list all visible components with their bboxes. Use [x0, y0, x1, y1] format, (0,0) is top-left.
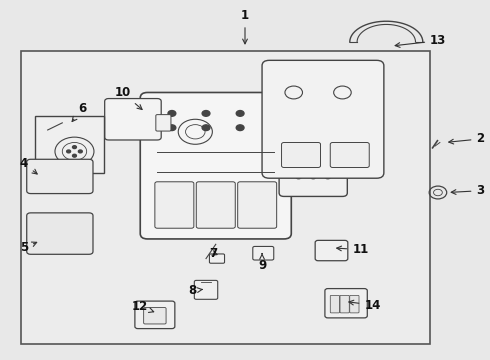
FancyBboxPatch shape	[135, 301, 175, 329]
Circle shape	[168, 111, 176, 116]
FancyBboxPatch shape	[330, 143, 369, 167]
Text: 7: 7	[209, 247, 218, 260]
Circle shape	[236, 125, 244, 131]
FancyBboxPatch shape	[196, 182, 235, 228]
Text: 5: 5	[20, 241, 37, 255]
FancyBboxPatch shape	[21, 51, 430, 344]
FancyBboxPatch shape	[27, 159, 93, 194]
Circle shape	[168, 125, 176, 131]
Text: 6: 6	[72, 102, 87, 122]
FancyBboxPatch shape	[315, 240, 348, 261]
Circle shape	[310, 175, 316, 179]
FancyBboxPatch shape	[27, 213, 93, 254]
FancyBboxPatch shape	[282, 143, 320, 167]
Text: 11: 11	[337, 243, 368, 256]
FancyBboxPatch shape	[140, 93, 291, 239]
Circle shape	[73, 146, 76, 149]
Circle shape	[202, 125, 210, 131]
FancyBboxPatch shape	[155, 182, 194, 228]
FancyBboxPatch shape	[105, 99, 161, 140]
FancyBboxPatch shape	[144, 307, 166, 324]
FancyBboxPatch shape	[195, 280, 218, 299]
Text: 2: 2	[449, 132, 485, 145]
FancyBboxPatch shape	[325, 289, 368, 318]
FancyBboxPatch shape	[262, 60, 384, 178]
FancyBboxPatch shape	[35, 116, 104, 173]
FancyBboxPatch shape	[330, 296, 340, 313]
Text: 8: 8	[188, 284, 202, 297]
Circle shape	[325, 175, 331, 179]
Circle shape	[236, 111, 244, 116]
Circle shape	[295, 175, 301, 179]
Text: 4: 4	[20, 157, 37, 174]
Circle shape	[202, 111, 210, 116]
Text: 9: 9	[258, 254, 266, 272]
FancyBboxPatch shape	[238, 182, 277, 228]
FancyBboxPatch shape	[279, 114, 347, 197]
Text: 13: 13	[395, 34, 446, 48]
Text: 10: 10	[114, 86, 142, 109]
Circle shape	[78, 150, 82, 153]
Text: 3: 3	[451, 184, 485, 197]
Text: 14: 14	[349, 298, 381, 311]
Text: 1: 1	[241, 9, 249, 44]
FancyBboxPatch shape	[253, 247, 274, 260]
Text: 12: 12	[131, 300, 154, 313]
FancyBboxPatch shape	[350, 296, 359, 313]
FancyBboxPatch shape	[156, 114, 171, 131]
Circle shape	[73, 154, 76, 157]
Circle shape	[67, 150, 71, 153]
FancyBboxPatch shape	[209, 254, 224, 263]
FancyBboxPatch shape	[340, 296, 349, 313]
